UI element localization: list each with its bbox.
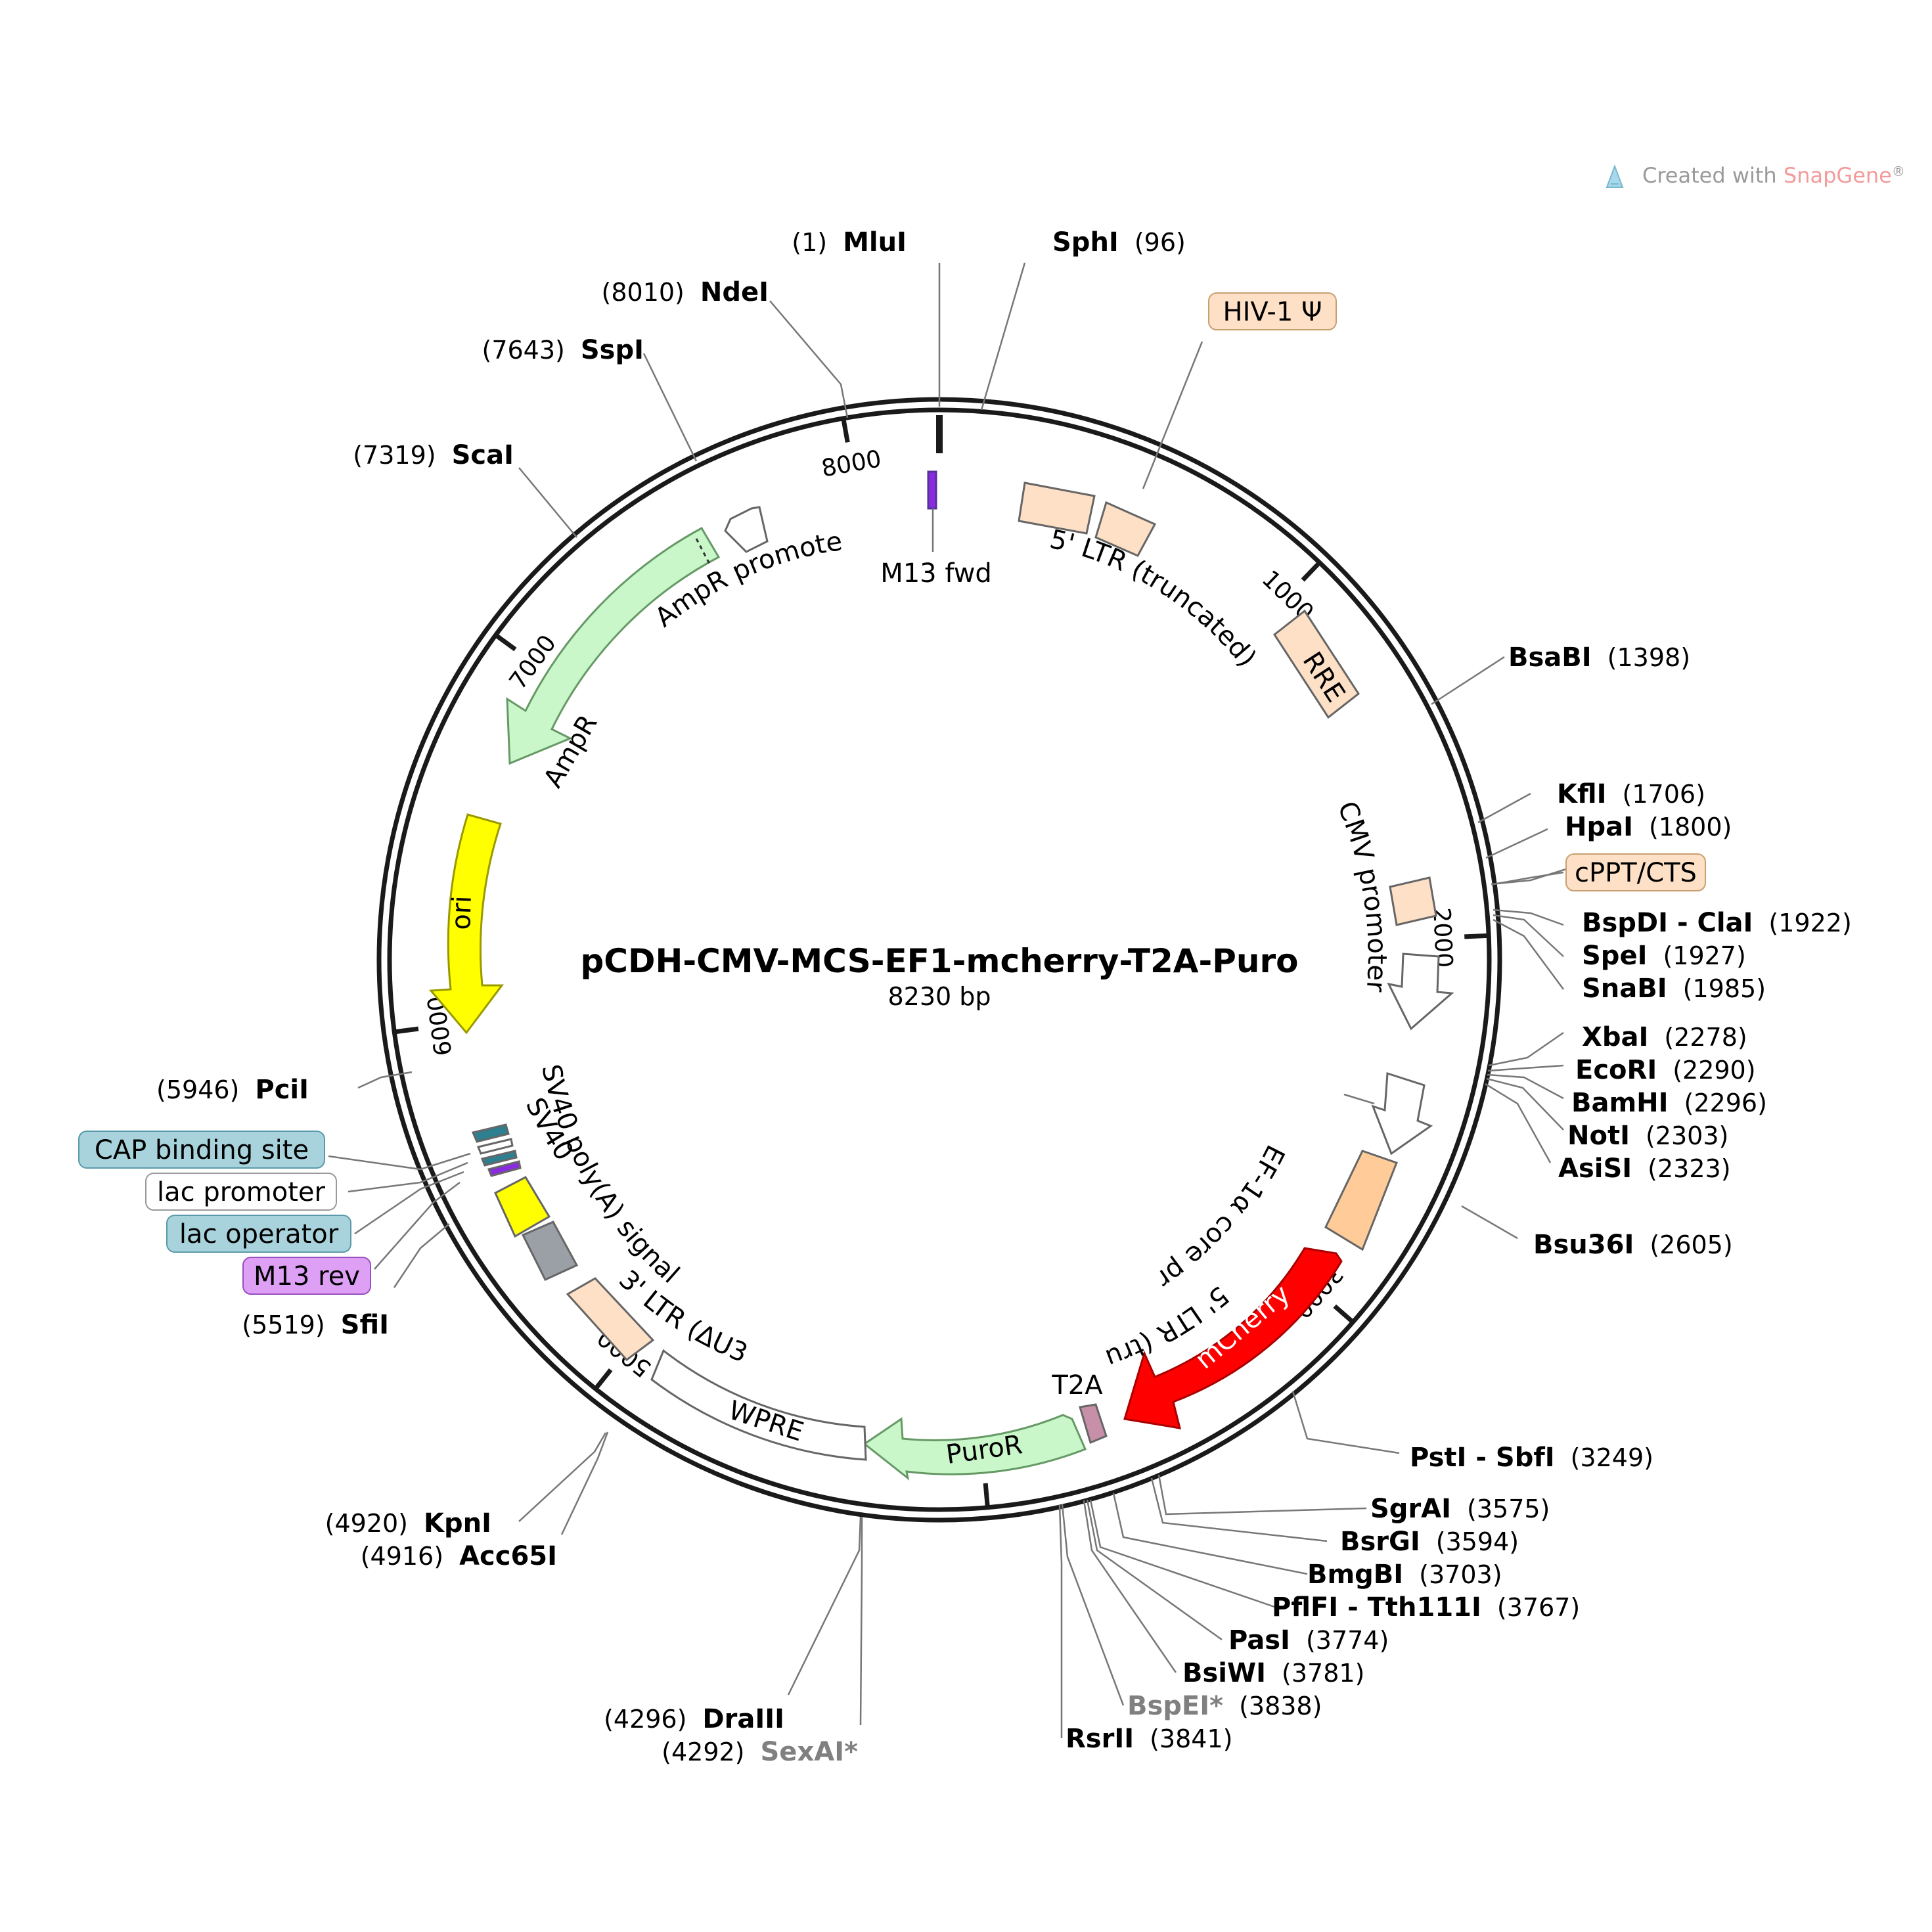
site-acc65i: (4916) Acc65I: [361, 1541, 557, 1571]
ampr-arrow: [506, 526, 721, 765]
backbone-inner-strand: [387, 407, 1492, 1512]
puror-arrow: [863, 1414, 1087, 1481]
rre-feature: [1272, 609, 1360, 719]
site-bsabi: BsaBI (1398): [1508, 642, 1690, 673]
site-pflfi-tth111i: PflFI - Tth111I (3767): [1272, 1592, 1580, 1623]
site-draiii: (4296) DraIII: [604, 1704, 784, 1734]
snapgene-logo-icon: [1606, 164, 1624, 188]
ori-label: ori: [446, 895, 478, 931]
site-sgrai: SgrAI (3575): [1370, 1494, 1550, 1524]
svg-text:HIV-1 Ψ: HIV-1 Ψ: [1223, 297, 1322, 327]
site-bamhi: BamHI (2296): [1571, 1088, 1767, 1118]
sv40-polya-feature: [521, 1221, 579, 1281]
site-sphi: SphI (96): [1052, 227, 1186, 258]
site-bmgbi: BmgBI (3703): [1307, 1560, 1502, 1590]
boxed-cppt-cts: cPPT/CTS: [1565, 853, 1706, 891]
site-kpni: (4920) KpnI: [325, 1508, 491, 1539]
boxed-lac-operator: lac operator: [166, 1215, 351, 1253]
svg-text:CAP binding site: CAP binding site: [95, 1135, 309, 1165]
boxed-lac-promoter: lac promoter: [145, 1173, 337, 1211]
svg-text:cPPT/CTS: cPPT/CTS: [1575, 858, 1697, 888]
site-bsu36i: Bsu36I (2605): [1533, 1230, 1733, 1260]
site-asisi: AsiSI (2323): [1558, 1154, 1731, 1184]
site-sexai: (4292) SexAI*: [662, 1737, 858, 1767]
wpre-feature: [650, 1349, 867, 1461]
site-labels: (1) MluI SphI (96) (8010) NdeI (7643) SspI (…: [156, 227, 1852, 1767]
lac-operator-mark: [480, 1150, 518, 1167]
cppt-feature: [1389, 876, 1437, 926]
site-pcii: (5946) PciI: [156, 1075, 309, 1105]
site-bsrgi: BsrGI (3594): [1340, 1527, 1519, 1557]
svg-text:lac promoter: lac promoter: [157, 1177, 325, 1207]
site-leaders: [357, 262, 1577, 1738]
tick-mark-2000: [1464, 933, 1488, 939]
site-rsrii: RsrII (3841): [1066, 1724, 1232, 1754]
t2a-feature: [1079, 1403, 1108, 1445]
credit-text: Created with SnapGene®: [1642, 163, 1905, 188]
boxed-feature-labels: HIV-1 Ψ cPPT/CTS CAP binding site lac pr…: [78, 292, 1706, 1295]
tick-mark-1000: [1301, 562, 1320, 582]
site-spei: SpeI (1927): [1582, 941, 1746, 971]
t2a-label: T2A: [1051, 1370, 1103, 1401]
m13-fwd-label: M13 fwd: [880, 558, 992, 589]
svg-text:lac operator: lac operator: [179, 1219, 339, 1249]
tick-mark-8000: [841, 419, 850, 443]
boxed-m13-rev: M13 rev: [242, 1257, 371, 1295]
ori-arrow: [428, 813, 504, 1035]
cmv-label: CMV promoter: [1332, 798, 1392, 994]
ltr5-second-block: [1324, 1150, 1398, 1251]
m13-rev-mark: [487, 1160, 522, 1177]
site-hpai: HpaI (1800): [1565, 812, 1732, 842]
features: [428, 470, 1454, 1481]
boxed-cap-binding-site: CAP binding site: [78, 1131, 325, 1169]
ef1a-promoter-arrow: [1371, 1071, 1433, 1156]
plasmid-size: 8230 bp: [887, 982, 991, 1011]
tick-mark-5000: [595, 1368, 613, 1389]
site-bspei: BspEI* (3838): [1127, 1691, 1322, 1721]
site-noti: NotI (2303): [1567, 1121, 1728, 1151]
site-bspdi-clai: BspDI - ClaI (1922): [1582, 908, 1852, 938]
site-sfii: (5519) SfiI: [242, 1310, 389, 1340]
site-scai: (7319) ScaI: [353, 440, 514, 470]
boxed-leaders: [328, 341, 1564, 1270]
ampr-promoter-arrow: [724, 506, 769, 553]
site-ndei: (8010) NdeI: [602, 277, 769, 307]
ltr5-block-2: [1094, 501, 1157, 557]
snapgene-credit: Created with SnapGene®: [1606, 163, 1905, 188]
ltr3-feature: [566, 1277, 655, 1362]
plasmid-title: pCDH-CMV-MCS-EF1-mcherry-T2A-Puro: [581, 942, 1299, 980]
tick-mark-4000: [983, 1483, 990, 1507]
tick-mark-6000: [395, 1026, 419, 1035]
site-xbai: XbaI (2278): [1582, 1022, 1747, 1052]
cap-binding-mark: [471, 1123, 510, 1143]
ampr-promoter-label: AmpR promoter: [0, 0, 844, 633]
mcherry-arrow: [1123, 1247, 1343, 1429]
site-ecori: EcoRI (2290): [1575, 1055, 1756, 1085]
site-kfli: KflI (1706): [1557, 779, 1705, 809]
site-snabi: SnaBI (1985): [1582, 974, 1766, 1004]
sv40-ori-feature: [494, 1176, 551, 1238]
tick-mark-3000: [1333, 1304, 1354, 1323]
lac-promoter-mark: [476, 1138, 514, 1155]
tick-label-8000: 8000: [819, 445, 883, 482]
m13-fwd-feature: [927, 470, 937, 510]
sv40ori-label: SV40 ori: [0, 0, 584, 1173]
ltr5-label: 5' LTR (truncated): [1047, 524, 1263, 673]
cmv-promoter-arrow: [1387, 953, 1454, 1031]
site-psti-sbfi: PstI - SbfI (3249): [1410, 1443, 1653, 1473]
site-bsiwi: BsiWI (3781): [1182, 1658, 1364, 1688]
svg-text:M13 rev: M13 rev: [254, 1261, 360, 1292]
tick-mark-7000: [495, 634, 517, 652]
site-sspi: (7643) SspI: [482, 335, 644, 365]
boxed-hiv1-psi: HIV-1 Ψ: [1208, 292, 1337, 330]
site-pasi: PasI (3774): [1228, 1625, 1389, 1655]
ltr5-block-1: [1018, 482, 1096, 535]
site-mlui: (1) MluI: [792, 227, 907, 258]
